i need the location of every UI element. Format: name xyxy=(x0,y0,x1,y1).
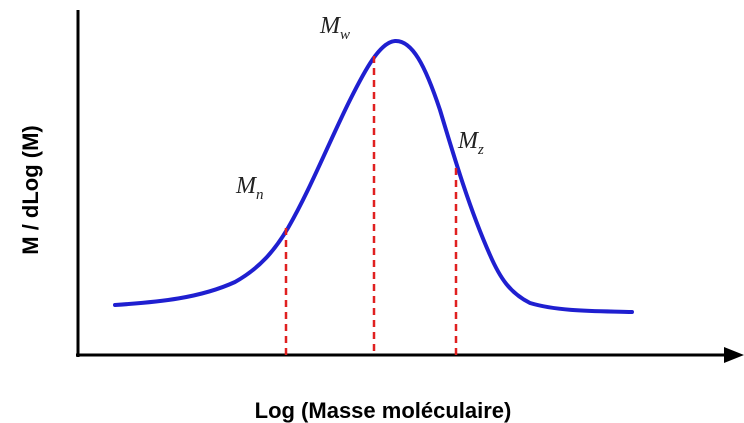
mw-main: M xyxy=(319,13,342,39)
mn-sub: n xyxy=(256,187,264,203)
mz-main: M xyxy=(457,128,480,154)
x-axis-arrow xyxy=(724,347,744,363)
mw-label: Mw xyxy=(319,13,350,43)
x-axis-title: Log (Masse moléculaire) xyxy=(255,398,512,423)
y-axis-title: M / dLog (M) xyxy=(18,125,43,255)
mz-label: Mz xyxy=(457,128,484,158)
mn-label: Mn xyxy=(235,173,264,203)
mw-sub: w xyxy=(340,27,350,43)
mz-sub: z xyxy=(477,142,484,158)
mn-main: M xyxy=(235,173,258,199)
distribution-curve xyxy=(113,39,634,314)
